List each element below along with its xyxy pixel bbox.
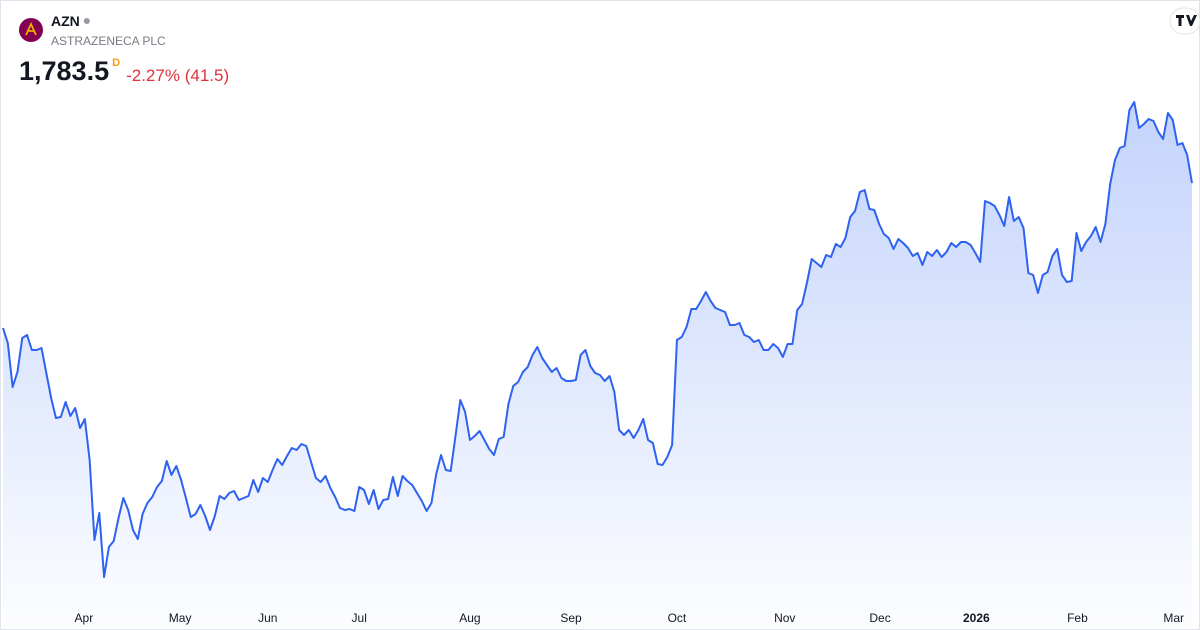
price-line (2, 101, 1193, 578)
interval: D (112, 57, 120, 69)
x-tick-label: Jul (352, 611, 367, 625)
tradingview-logo[interactable] (1169, 7, 1200, 35)
company-name: ASTRAZENECA PLC (51, 34, 166, 48)
price-change: -2.27% (41.5) (126, 66, 229, 85)
x-tick-label: May (169, 611, 192, 625)
x-tick-label: Jun (258, 611, 277, 625)
x-tick-label: Feb (1067, 611, 1088, 625)
x-tick-label: Apr (75, 611, 94, 625)
change-percent: -2.27% (126, 66, 180, 85)
x-tick-label: Aug (459, 611, 480, 625)
symbol-logo (19, 18, 43, 42)
symbol: AZN (51, 13, 80, 29)
x-tick-label: Nov (774, 611, 795, 625)
x-tick-label: Mar (1163, 611, 1184, 625)
x-tick-label: Dec (869, 611, 890, 625)
x-tick-label: Oct (668, 611, 687, 625)
change-value: (41.5) (185, 66, 229, 85)
x-tick-label: Sep (560, 611, 582, 625)
area-fill (3, 102, 1192, 628)
status-dot (83, 18, 90, 24)
last-price: 1,783.5 (19, 56, 109, 86)
x-tick-label: 2026 (963, 611, 990, 625)
plot-area: Apr May Jun Jul Aug Sep Oct Nov Dec 2026 Feb Mar (2, 101, 1193, 628)
